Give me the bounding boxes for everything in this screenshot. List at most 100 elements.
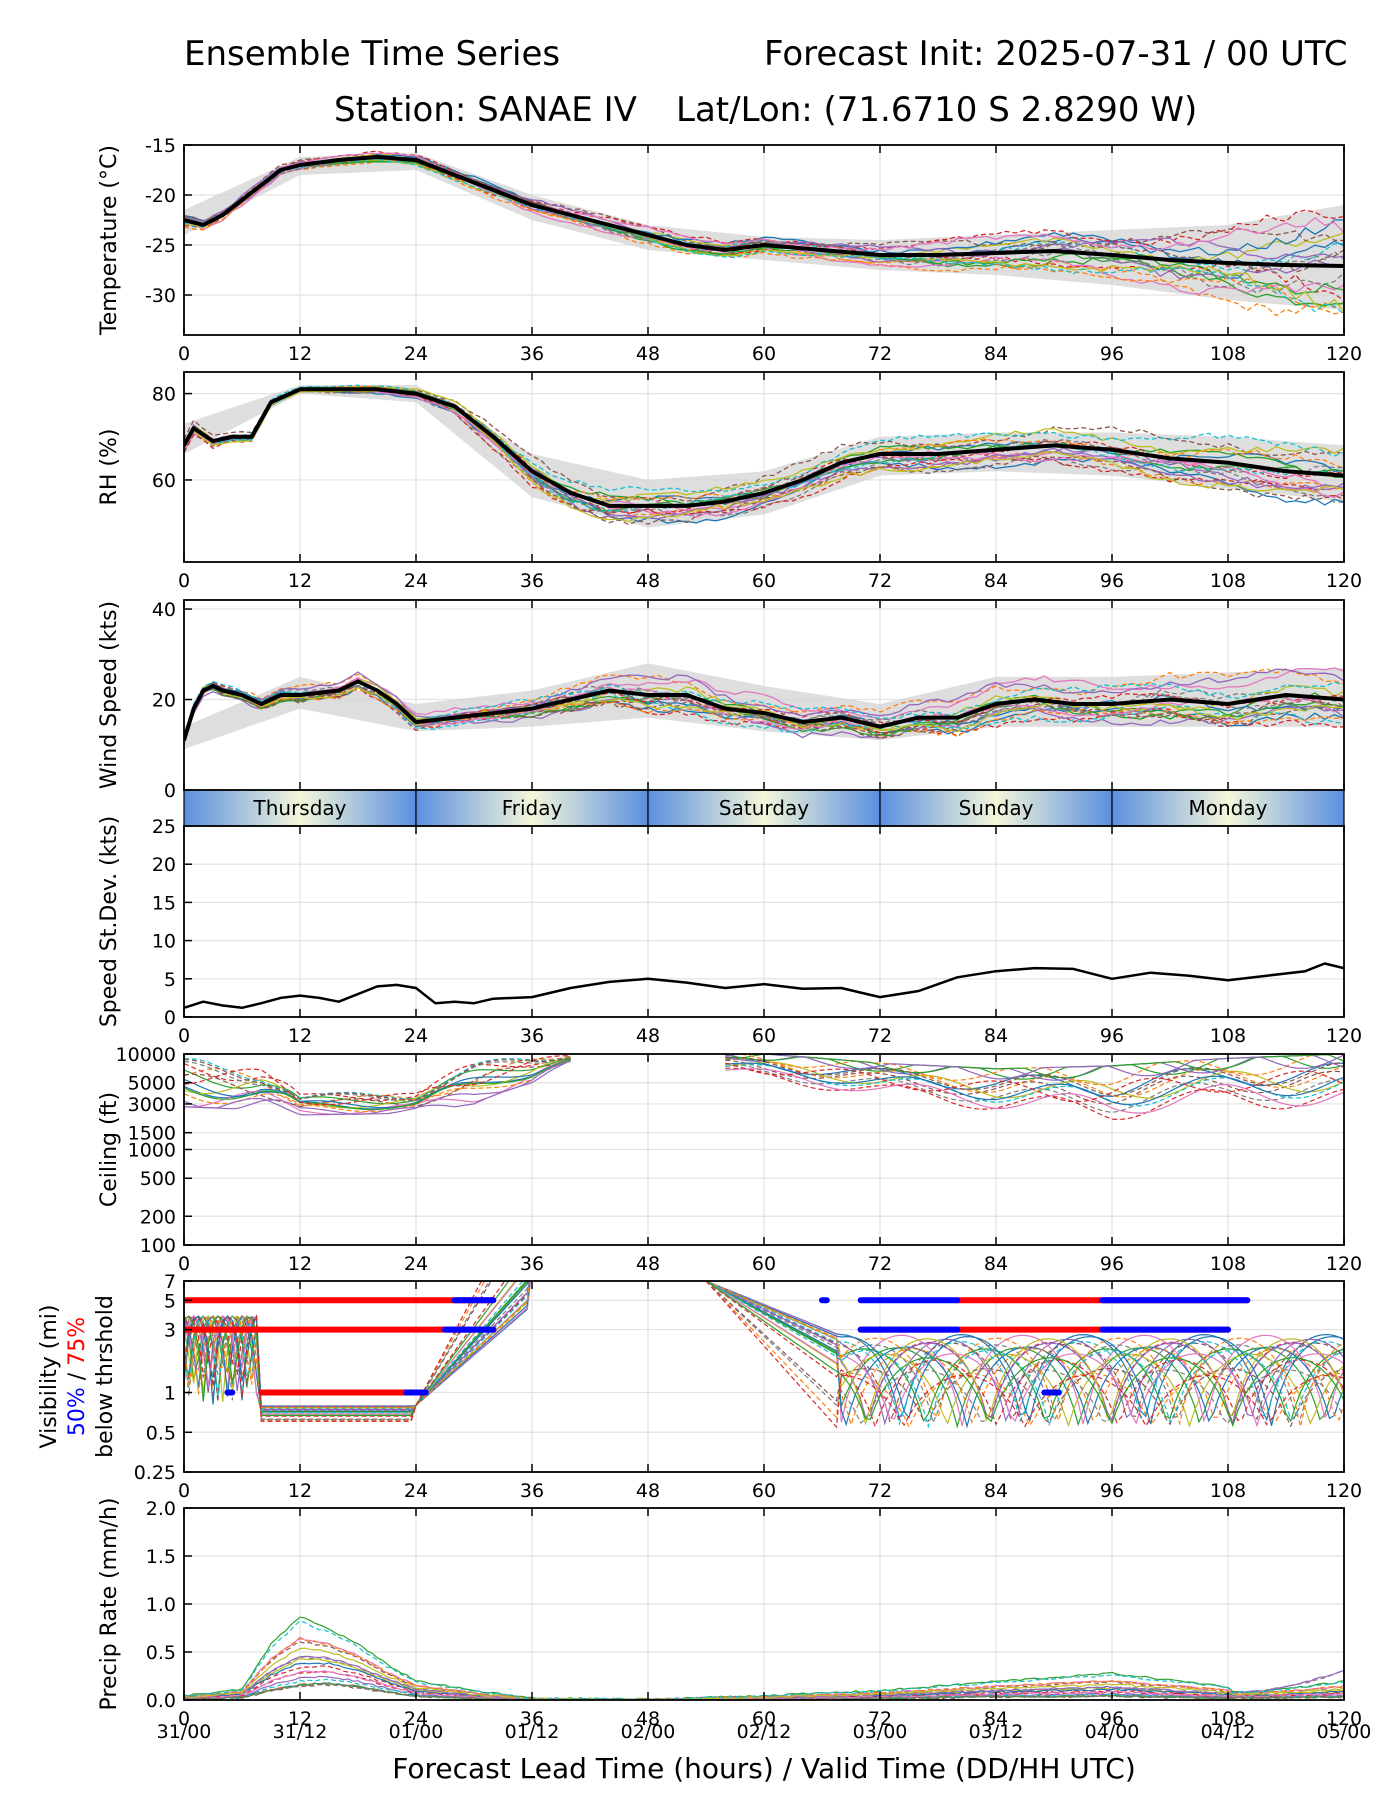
y-tick-label: 7 <box>164 1271 176 1293</box>
valid-time-label: 01/00 <box>389 1721 444 1743</box>
ensemble-member-line <box>184 1054 571 1106</box>
x-tick-label: 48 <box>636 570 660 592</box>
y-tick-label: 10 <box>152 931 176 953</box>
x-tick-label: 84 <box>984 1253 1008 1275</box>
ensemble-member-line <box>184 385 1344 504</box>
plot-area-visibility <box>184 1281 1344 1429</box>
x-tick-label: 120 <box>1326 570 1362 592</box>
x-tick-label: 60 <box>752 343 776 365</box>
x-tick-label: 36 <box>520 343 544 365</box>
station-name: Station: SANAE IV <box>334 90 637 130</box>
x-axis-label: Forecast Lead Time (hours) / Valid Time … <box>392 1752 1136 1785</box>
plot-area-wind <box>184 663 1344 750</box>
y-tick-label: 200 <box>140 1206 176 1228</box>
ensemble-member-line <box>184 1682 1344 1700</box>
ensemble-member-line <box>184 1055 571 1101</box>
x-tick-label: 60 <box>752 1708 776 1730</box>
x-tick-label: 72 <box>868 570 892 592</box>
y-tick-label: -15 <box>145 135 176 157</box>
p50-legend: 50% <box>65 1387 90 1436</box>
y-tick-label: 1.5 <box>146 1546 176 1568</box>
y-axis-label: RH (%) <box>97 429 122 506</box>
y-tick-label: 0.5 <box>146 1642 176 1664</box>
x-tick-label: 60 <box>752 1025 776 1047</box>
panel-stdev <box>183 825 1345 1018</box>
y-axis-label: Precip Rate (mm/h) <box>97 1498 122 1711</box>
x-tick-label: 0 <box>178 1025 190 1047</box>
x-tick-label: 96 <box>1100 1025 1124 1047</box>
ensemble-member-line <box>184 1058 571 1111</box>
y-tick-label: 0.5 <box>146 1422 176 1444</box>
chart-title: Ensemble Time Series <box>184 34 561 74</box>
plot-area-temperature <box>184 150 1344 317</box>
p-legend-sep: / <box>65 1366 90 1387</box>
y-tick-label: 0.25 <box>134 1462 176 1484</box>
x-tick-label: 108 <box>1210 1025 1246 1047</box>
x-tick-label: 72 <box>868 1253 892 1275</box>
y-tick-label: 20 <box>152 854 176 876</box>
ensemble-member-line <box>184 1281 1344 1425</box>
x-tick-label: 0 <box>178 1253 190 1275</box>
y-tick-label: 100 <box>140 1235 176 1257</box>
x-tick-label: 96 <box>1100 1480 1124 1502</box>
x-tick-label: 12 <box>288 1253 312 1275</box>
day-label: Thursday <box>253 796 347 820</box>
x-tick-label: 24 <box>404 570 428 592</box>
plot-area-ceiling <box>184 1054 1344 1121</box>
x-tick-label: 0 <box>178 1708 190 1730</box>
ensemble-member-line <box>184 161 1344 307</box>
y-axis-label: Visibility (mi) <box>37 1305 62 1449</box>
x-tick-label: 12 <box>288 343 312 365</box>
station-latlon: Lat/Lon: (71.6710 S 2.8290 W) <box>676 90 1198 130</box>
x-tick-label: 12 <box>288 1480 312 1502</box>
p75-legend: 75% <box>65 1317 90 1366</box>
x-tick-label: 108 <box>1210 1253 1246 1275</box>
x-tick-label: 72 <box>868 343 892 365</box>
x-tick-label: 96 <box>1100 1708 1124 1730</box>
y-tick-label: 1500 <box>128 1123 176 1145</box>
x-tick-label: 24 <box>404 343 428 365</box>
y-axis-label: Temperature (°C) <box>97 145 122 336</box>
y-tick-label: -25 <box>145 235 176 257</box>
x-tick-label: 96 <box>1100 1253 1124 1275</box>
y-tick-label: 500 <box>140 1168 176 1190</box>
ensemble-member-line <box>184 387 1344 503</box>
ensemble-member-line <box>184 683 1344 741</box>
ensemble-member-line <box>725 1061 1344 1099</box>
x-tick-label: 0 <box>178 343 190 365</box>
ensemble-mean-line <box>184 155 1344 268</box>
y-tick-label: 1.0 <box>146 1594 176 1616</box>
ensemble-member-line <box>184 1060 571 1108</box>
ensemble-member-line <box>725 1056 1344 1097</box>
y-axis-label: Wind Speed (kts) <box>97 601 122 789</box>
ensemble-member-line <box>725 1062 1344 1106</box>
ensemble-member-line <box>725 1054 1344 1079</box>
day-band-thursday <box>183 789 417 827</box>
x-tick-label: 84 <box>984 1025 1008 1047</box>
day-label: Monday <box>1189 796 1268 820</box>
x-tick-label: 96 <box>1100 343 1124 365</box>
plot-area-stdev <box>184 962 1344 1010</box>
x-tick-label: 48 <box>636 1025 660 1047</box>
y-tick-label: 40 <box>152 599 176 621</box>
x-tick-label: 60 <box>752 570 776 592</box>
ensemble-member-line <box>184 668 1344 741</box>
x-tick-label: 72 <box>868 1480 892 1502</box>
x-tick-label: 108 <box>1210 570 1246 592</box>
ensemble-member-line <box>725 1062 1344 1103</box>
ensemble-member-line <box>725 1067 1344 1121</box>
x-tick-label: 24 <box>404 1708 428 1730</box>
ensemble-member-line <box>184 1056 571 1109</box>
y-tick-label: 3 <box>164 1320 176 1342</box>
day-label: Saturday <box>719 796 809 820</box>
y-tick-label: 60 <box>152 470 176 492</box>
x-tick-label: 120 <box>1326 1480 1362 1502</box>
day-label: Sunday <box>959 796 1034 820</box>
ensemble-member-line <box>184 1057 571 1100</box>
ensemble-member-line <box>725 1054 1344 1080</box>
panel-visibility <box>183 1280 1345 1473</box>
ensemble-member-line <box>184 1620 1344 1700</box>
ensemble-member-line <box>184 153 1344 256</box>
x-tick-label: 120 <box>1326 1025 1362 1047</box>
